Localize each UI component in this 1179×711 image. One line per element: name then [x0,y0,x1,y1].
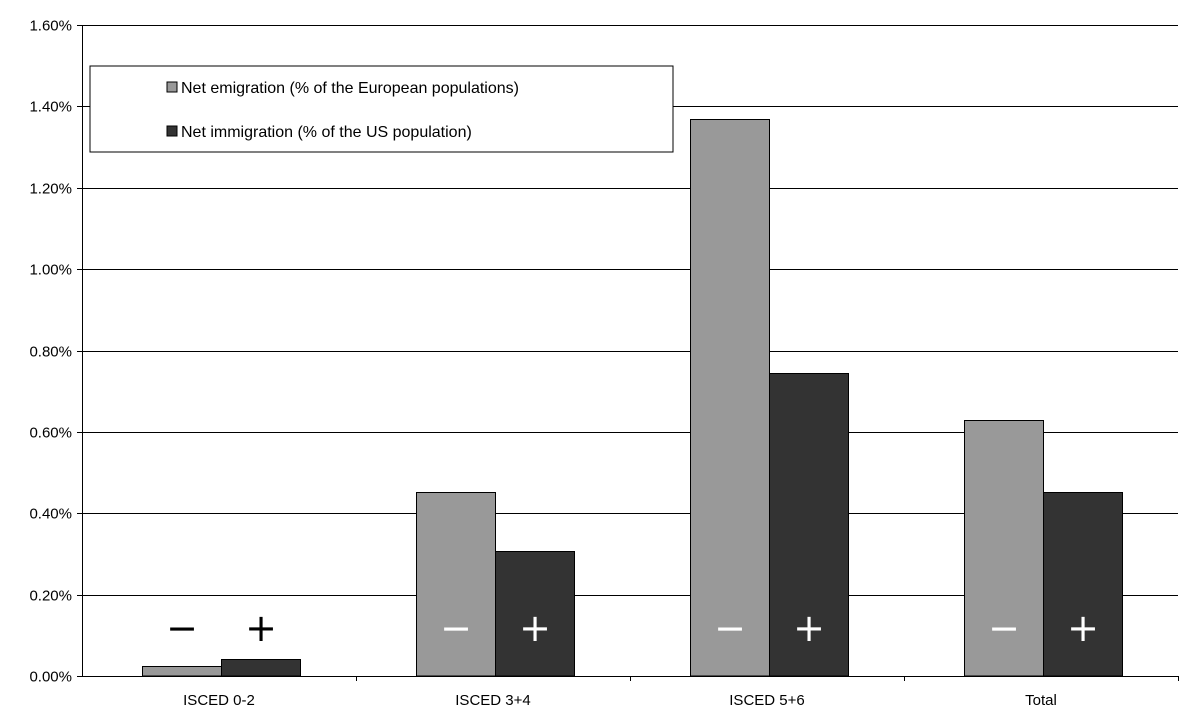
legend-swatch-immigration [166,125,178,137]
sign-mark-minus: − [988,606,1020,650]
legend-swatch-emigration [166,81,178,93]
bar-immigration [769,373,849,677]
y-tick-labels: 0.00% 0.20% 0.40% 0.60% 0.80% 1.00% 1.20% 1.40%… [29,18,72,686]
x-category-label: ISCED 3+4 [455,692,530,709]
y-tick-label: 0.00% [29,669,72,686]
bar-emigration [416,492,496,677]
sign-mark-plus: + [793,606,825,650]
bar-immigration [1043,492,1123,677]
y-tick-label: 1.40% [29,99,72,116]
legend-label-immigration: Net immigration (% of the US population) [181,124,472,141]
bar-emigration [142,666,222,677]
x-category-label: ISCED 5+6 [729,692,804,709]
y-tick-label: 1.60% [29,18,72,35]
axes [77,25,1179,681]
y-tick-label: 0.20% [29,588,72,605]
sign-mark-minus: − [440,606,472,650]
category-labels: ISCED 0-2 ISCED 3+4 ISCED 5+6 Total [183,692,1057,709]
x-category-label: Total [1025,692,1057,709]
legend: Net emigration (% of the European popula… [89,65,674,153]
sign-mark-minus: − [166,606,198,650]
sign-marks: − + − + − + − + [166,606,1099,650]
y-tick-label: 1.00% [29,262,72,279]
y-tick-label: 1.20% [29,181,72,198]
y-tick-label: 0.40% [29,506,72,523]
legend-label-emigration: Net emigration (% of the European popula… [181,80,519,97]
legend-box [89,65,674,153]
sign-mark-plus: + [519,606,551,650]
sign-mark-plus: + [245,606,277,650]
bar-immigration [221,659,301,677]
y-tick-label: 0.80% [29,344,72,361]
y-tick-label: 0.60% [29,425,72,442]
bars [142,119,1123,677]
bar-immigration [495,551,575,677]
sign-mark-minus: − [714,606,746,650]
x-category-label: ISCED 0-2 [183,692,255,709]
sign-mark-plus: + [1067,606,1099,650]
bar-emigration [690,119,770,677]
